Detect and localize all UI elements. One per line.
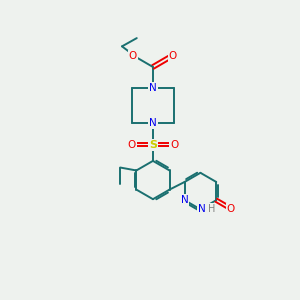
Text: O: O <box>170 140 178 150</box>
Text: O: O <box>169 51 177 61</box>
Text: N: N <box>149 118 157 128</box>
Text: S: S <box>149 140 157 150</box>
Text: O: O <box>129 51 137 61</box>
Text: O: O <box>128 140 136 150</box>
Text: N: N <box>181 195 188 205</box>
Text: H: H <box>208 204 215 214</box>
Text: N: N <box>149 83 157 93</box>
Text: N: N <box>198 204 206 214</box>
Text: O: O <box>227 204 235 214</box>
